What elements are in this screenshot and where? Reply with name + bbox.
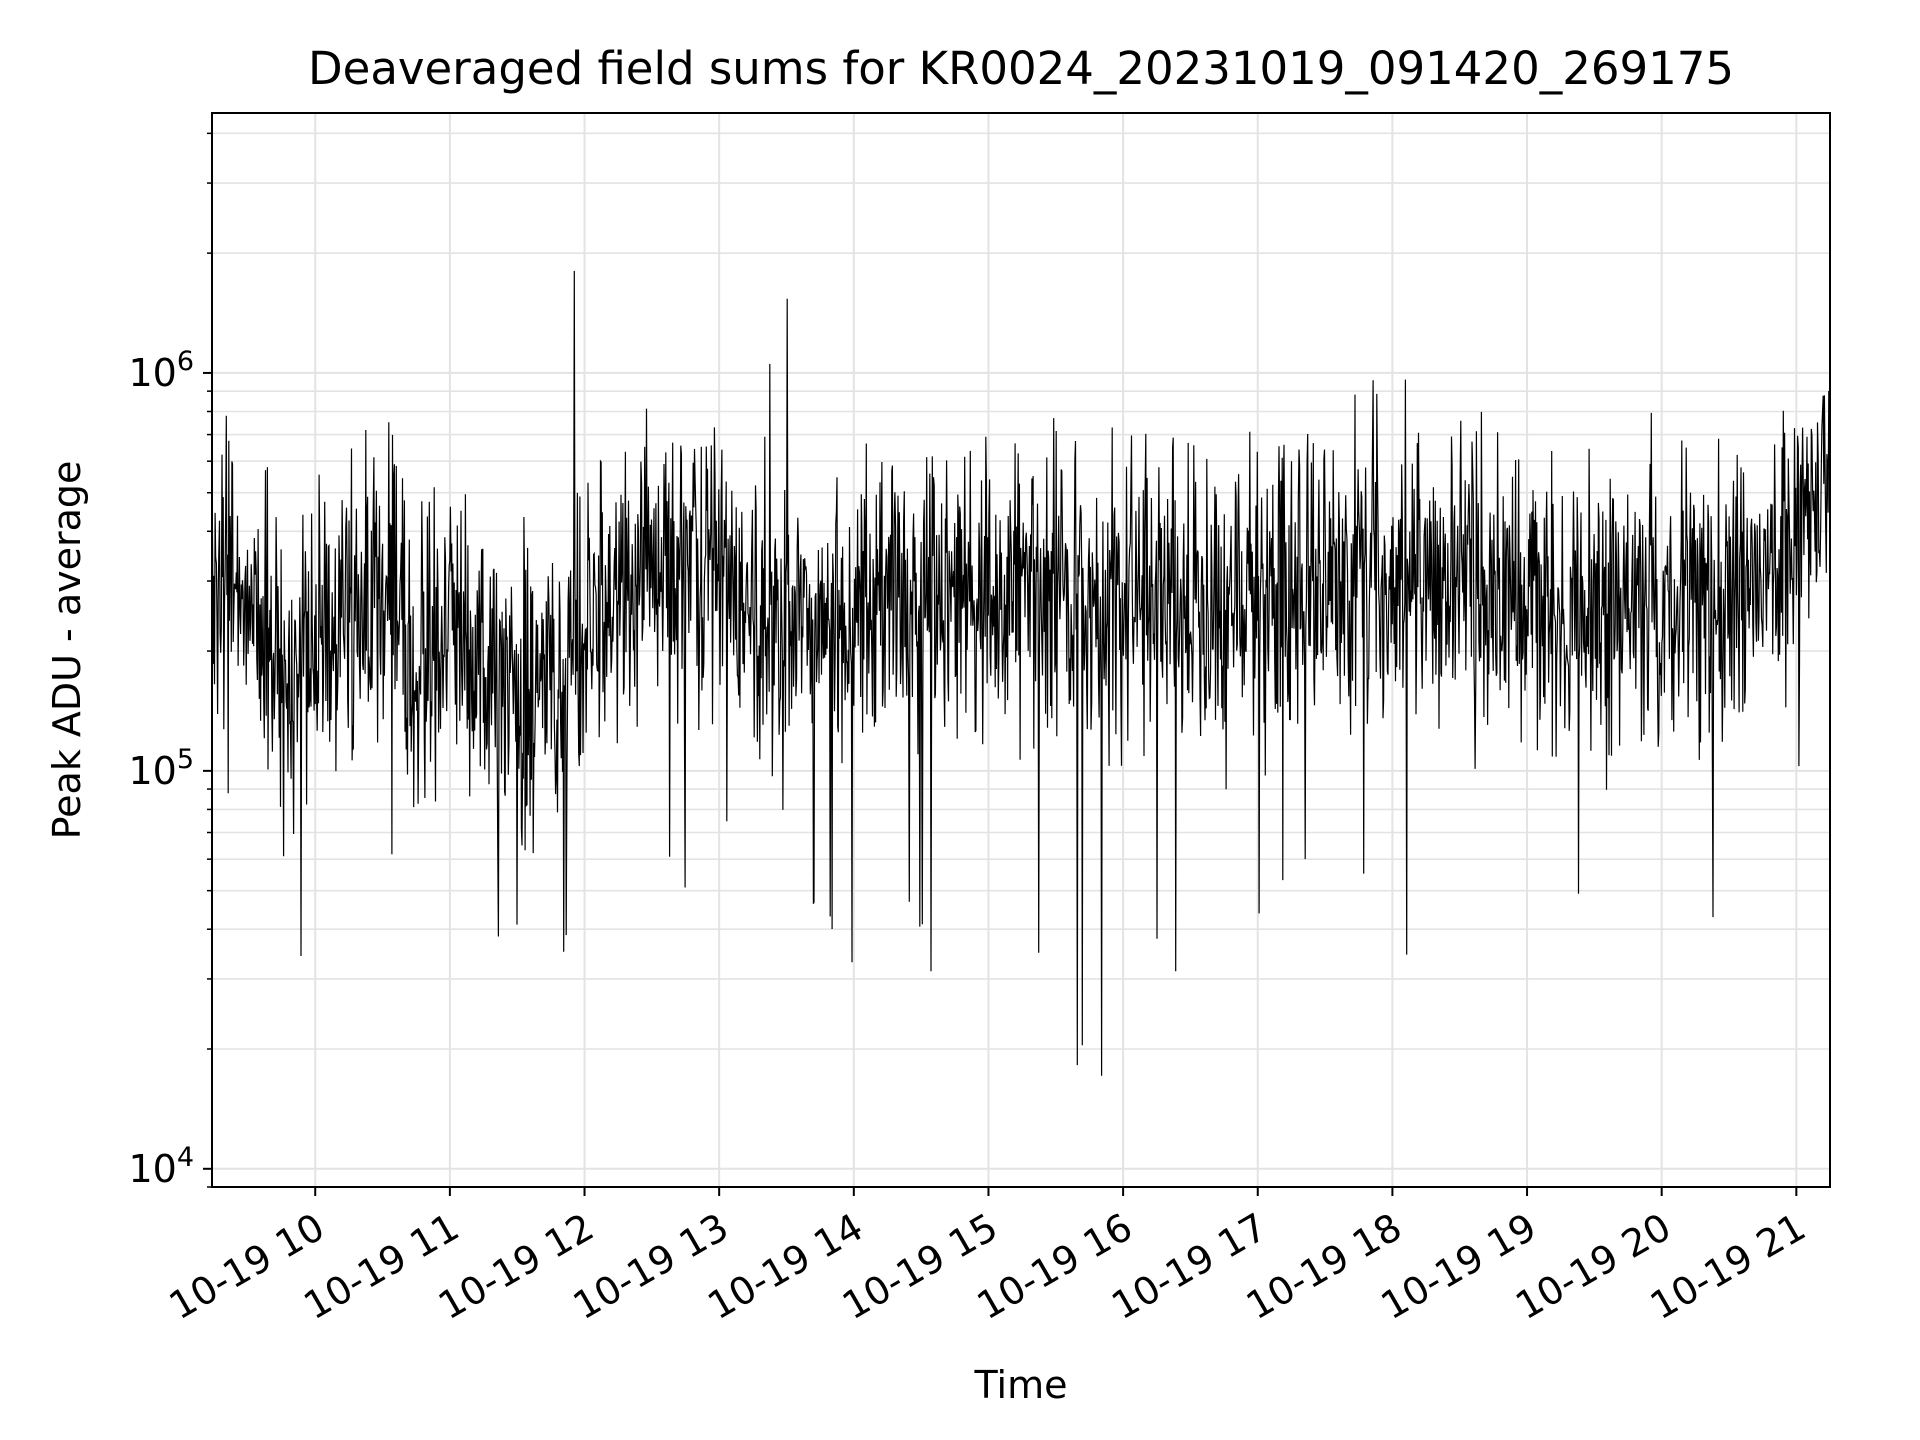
series-line	[211, 270, 1831, 1076]
y-axis-label: Peak ADU - average	[45, 461, 89, 840]
x-axis-label: Time	[974, 1363, 1068, 1407]
plot-frame	[211, 112, 1831, 1188]
y-tick-label: 106	[128, 346, 194, 395]
y-axis: 104 105 106	[128, 132, 212, 1191]
plot-line	[211, 270, 1831, 1076]
y-tick-label: 104	[128, 1142, 194, 1191]
y-tick-label: 105	[128, 744, 194, 793]
chart-title: Deaveraged field sums for KR0024_2023101…	[308, 42, 1734, 95]
grid	[212, 113, 1830, 1188]
